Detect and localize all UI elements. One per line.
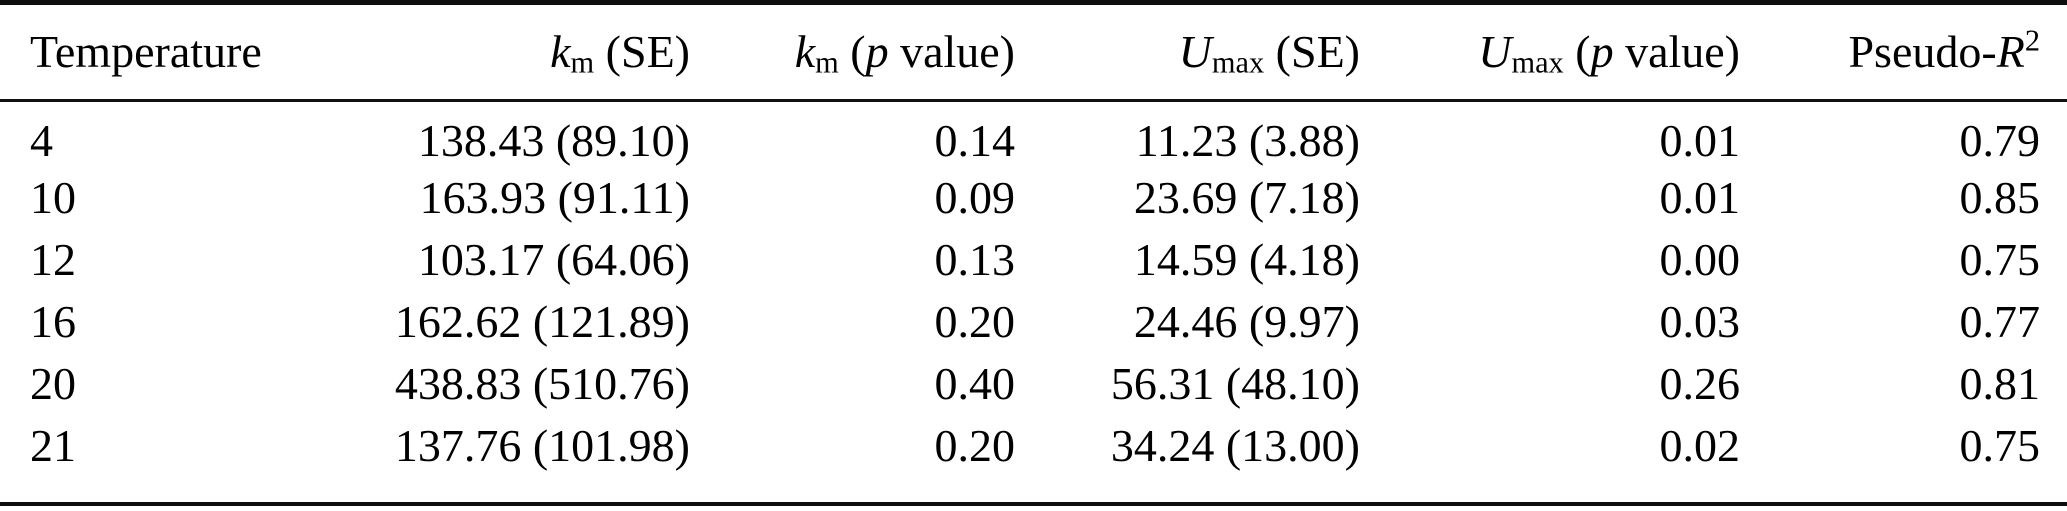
col-header-km-pvalue: km (p value) [690, 5, 1015, 102]
table-row: 20 438.83 (510.76) 0.40 56.31 (48.10) 0.… [0, 353, 2067, 415]
cell-umax-se: 14.59 (4.18) [1133, 234, 1360, 285]
cell-temperature: 21 [30, 420, 76, 471]
table-row: 4 138.43 (89.10) 0.14 11.23 (3.88) 0.01 … [0, 100, 2067, 167]
cell-pseudo-r2: 0.75 [1959, 420, 2041, 471]
cell-pseudo-r2: 0.85 [1959, 172, 2041, 223]
cell-km-pvalue: 0.09 [934, 172, 1016, 223]
cell-umax-pvalue: 0.00 [1659, 234, 1741, 285]
cell-km-pvalue: 0.40 [934, 358, 1016, 409]
p-close: value) [888, 26, 1015, 78]
r-superscript: 2 [2024, 23, 2040, 58]
cell-umax-pvalue: 0.03 [1659, 296, 1741, 347]
cell-km-se: 438.83 (510.76) [394, 358, 690, 409]
cell-umax-pvalue: 0.02 [1659, 420, 1741, 471]
se-suffix: (SE) [1264, 26, 1360, 78]
r-symbol: R [1996, 26, 2025, 78]
table-row: 12 103.17 (64.06) 0.13 14.59 (4.18) 0.00… [0, 229, 2067, 291]
cell-temperature: 20 [30, 358, 76, 409]
p-close: value) [1613, 26, 1740, 78]
p-symbol: p [1590, 26, 1614, 78]
cell-umax-pvalue: 0.26 [1659, 358, 1741, 409]
umax-symbol: U [1478, 26, 1512, 78]
regression-results-table: Temperature km (SE) km (p value) Umax (S… [0, 5, 2067, 477]
p-open: ( [1563, 26, 1591, 78]
cell-pseudo-r2: 0.79 [1959, 114, 2041, 166]
cell-umax-se: 24.46 (9.97) [1133, 296, 1360, 347]
km-subscript: m [815, 45, 839, 80]
cell-umax-se: 11.23 (3.88) [1135, 114, 1360, 166]
cell-temperature: 4 [30, 114, 53, 166]
km-symbol: k [550, 26, 571, 78]
cell-umax-pvalue: 0.01 [1659, 114, 1741, 166]
cell-pseudo-r2: 0.77 [1959, 296, 2041, 347]
km-symbol: k [794, 26, 816, 78]
col-header-pseudo-r2: Pseudo-R2 [1740, 5, 2067, 102]
table-top-rule [0, 0, 2067, 5]
cell-km-se: 163.93 (91.11) [419, 172, 690, 223]
cell-umax-se: 34.24 (13.00) [1110, 420, 1360, 471]
col-header-umax-se: Umax (SE) [1015, 5, 1360, 102]
cell-km-pvalue: 0.14 [934, 114, 1016, 166]
col-header-temperature: Temperature [0, 5, 330, 102]
p-symbol: p [865, 26, 889, 78]
cell-km-se: 138.43 (89.10) [417, 114, 690, 166]
cell-km-se: 137.76 (101.98) [394, 420, 690, 471]
umax-symbol: U [1178, 26, 1212, 78]
km-subscript: m [570, 45, 595, 80]
umax-subscript: max [1511, 45, 1564, 80]
cell-temperature: 16 [30, 296, 76, 347]
cell-km-se: 103.17 (64.06) [417, 234, 690, 285]
se-suffix: (SE) [594, 26, 690, 78]
header-row: Temperature km (SE) km (p value) Umax (S… [0, 5, 2067, 102]
cell-umax-se: 56.31 (48.10) [1110, 358, 1360, 409]
cell-umax-se: 23.69 (7.18) [1133, 172, 1360, 223]
table-body: 4 138.43 (89.10) 0.14 11.23 (3.88) 0.01 … [0, 100, 2067, 477]
cell-pseudo-r2: 0.75 [1959, 234, 2041, 285]
col-header-km-se: km (SE) [330, 5, 690, 102]
cell-km-pvalue: 0.20 [934, 296, 1016, 347]
table-row: 10 163.93 (91.11) 0.09 23.69 (7.18) 0.01… [0, 167, 2067, 229]
header-temperature-label: Temperature [30, 26, 262, 78]
cell-km-se: 162.62 (121.89) [394, 296, 690, 347]
col-header-umax-pvalue: Umax (p value) [1360, 5, 1740, 102]
cell-km-pvalue: 0.13 [934, 234, 1016, 285]
cell-pseudo-r2: 0.81 [1959, 358, 2041, 409]
table-row: 21 137.76 (101.98) 0.20 34.24 (13.00) 0.… [0, 415, 2067, 477]
cell-umax-pvalue: 0.01 [1659, 172, 1741, 223]
cell-temperature: 12 [30, 234, 76, 285]
p-open: ( [838, 26, 866, 78]
table-row: 16 162.62 (121.89) 0.20 24.46 (9.97) 0.0… [0, 291, 2067, 353]
cell-km-pvalue: 0.20 [934, 420, 1016, 471]
cell-temperature: 10 [30, 172, 76, 223]
table-bottom-rule [0, 502, 2067, 506]
table-header: Temperature km (SE) km (p value) Umax (S… [0, 5, 2067, 102]
pseudo-prefix: Pseudo- [1848, 26, 1997, 78]
umax-subscript: max [1211, 45, 1265, 80]
